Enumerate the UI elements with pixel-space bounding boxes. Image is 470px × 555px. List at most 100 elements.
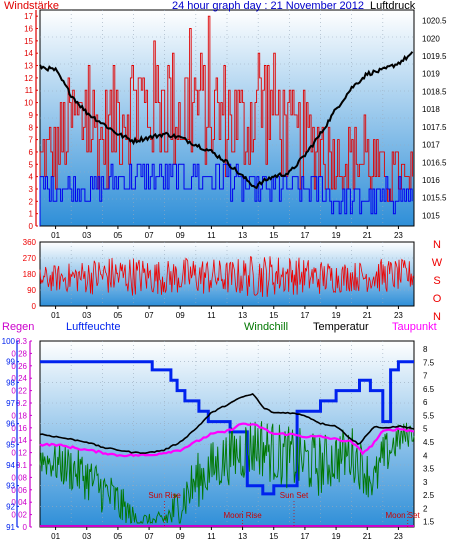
y-tick-label: 97 bbox=[6, 399, 15, 408]
x-tick-label: 17 bbox=[300, 532, 309, 541]
dewpoint-series-line bbox=[39, 422, 415, 458]
y-tick-label: 7.5 bbox=[423, 358, 435, 367]
y-tick-label: 0 bbox=[29, 222, 34, 231]
temperature-label: Temperatur bbox=[313, 321, 369, 333]
y-tick-label: 0 bbox=[23, 523, 28, 532]
y-tick-label: 14 bbox=[24, 49, 33, 58]
y-tick-label: 0.22 bbox=[11, 387, 27, 396]
x-tick-label: 13 bbox=[238, 311, 247, 320]
x-tick-label: 11 bbox=[207, 231, 216, 240]
y-tick-label: 7 bbox=[29, 136, 34, 145]
y-tick-label: 1 bbox=[29, 210, 34, 219]
x-tick-label: 23 bbox=[394, 532, 403, 541]
windchill-series-line bbox=[39, 421, 415, 525]
x-tick-label: 13 bbox=[238, 231, 247, 240]
x-tick-label: 23 bbox=[394, 311, 403, 320]
y-tick-label: 1017 bbox=[422, 141, 440, 150]
y-tick-label: 96 bbox=[6, 420, 15, 429]
compass-label: N bbox=[433, 239, 441, 251]
rain-label: Regen bbox=[2, 321, 34, 333]
x-tick-label: 05 bbox=[113, 311, 122, 320]
y-tick-label: 0.24 bbox=[11, 374, 27, 383]
y-tick-label: 11 bbox=[25, 86, 34, 95]
y-tick-label: 90 bbox=[27, 286, 36, 295]
x-tick-label: 15 bbox=[269, 532, 278, 541]
chart-title: 24 hour graph day : 21 November 2012 bbox=[172, 0, 364, 12]
x-tick-label: 21 bbox=[363, 532, 372, 541]
pressure-axis: 1015 1015.5 1016 1016.5 1017 1017.5 1018 1018.5… bbox=[422, 17, 447, 221]
y-tick-label: 1017.5 bbox=[422, 123, 447, 132]
y-tick-label: 0.26 bbox=[11, 362, 27, 371]
y-tick-label: 0.06 bbox=[11, 486, 27, 495]
wind-direction-series-line bbox=[39, 256, 415, 297]
y-tick-label: 4.5 bbox=[423, 438, 435, 447]
y-tick-label: 0.2 bbox=[16, 399, 28, 408]
temperature-series bbox=[39, 360, 415, 527]
y-tick-label: 3 bbox=[423, 478, 428, 487]
x-tick-label: 03 bbox=[82, 231, 91, 240]
compass-label: O bbox=[433, 293, 442, 305]
y-tick-label: 1.5 bbox=[423, 518, 435, 527]
wind-direction-axis: 0 90 180 270 360 bbox=[23, 238, 37, 311]
y-tick-label: 8 bbox=[423, 345, 428, 354]
y-tick-label: 2 bbox=[29, 197, 34, 206]
y-tick-label: 6 bbox=[423, 398, 428, 407]
wind-average-series-line bbox=[39, 163, 413, 226]
y-tick-label: 0.14 bbox=[11, 436, 27, 445]
y-tick-label: 100 bbox=[2, 337, 16, 346]
x-tick-label: 11 bbox=[207, 311, 216, 320]
x-tick-label: 11 bbox=[207, 532, 216, 541]
annotation-label: Moon Rise bbox=[223, 511, 262, 520]
y-tick-label: 6 bbox=[29, 148, 34, 157]
y-tick-label: 1015.5 bbox=[422, 194, 447, 203]
y-tick-label: 2 bbox=[423, 504, 428, 513]
y-tick-label: 92 bbox=[6, 502, 15, 511]
y-tick-label: 180 bbox=[23, 270, 37, 279]
y-tick-label: 0.04 bbox=[11, 498, 27, 507]
y-tick-label: 0.16 bbox=[11, 424, 27, 433]
x-tick-label: 19 bbox=[332, 532, 341, 541]
x-tick-label: 17 bbox=[300, 311, 309, 320]
wind-direction-series bbox=[39, 256, 415, 297]
x-tick-label: 07 bbox=[145, 231, 154, 240]
compass-label: S bbox=[433, 275, 440, 287]
x-tick-label: 01 bbox=[51, 311, 60, 320]
y-tick-label: 1019.5 bbox=[422, 52, 447, 61]
x-tick-label: 21 bbox=[363, 311, 372, 320]
annotation-label: Sun Rise bbox=[148, 491, 181, 500]
y-tick-label: 4 bbox=[29, 173, 34, 182]
rain-axis: 0 0.02 0.04 0.06 0.08 0.1 0.12 0.14 0.16 0.18 0.2 0… bbox=[11, 337, 32, 532]
y-tick-label: 0.08 bbox=[11, 473, 27, 482]
y-tick-label: 1018 bbox=[422, 105, 440, 114]
y-tick-label: 0.3 bbox=[16, 337, 28, 346]
astronomy-annotations: Sun Rise Moon Rise Sun Set Moon Set bbox=[148, 491, 421, 527]
temperature-time-axis: 01 03 05 07 09 11 13 15 17 19 21 23 bbox=[51, 527, 403, 541]
x-tick-label: 01 bbox=[51, 532, 60, 541]
wind-pressure-grid bbox=[40, 10, 414, 226]
temperature-axis: 1.5 2 2.5 3 3.5 4 4.5 5 5.5 6 6.5 7 7.5 8 bbox=[423, 345, 435, 527]
y-tick-label: 1020.5 bbox=[422, 17, 447, 26]
x-tick-label: 23 bbox=[394, 231, 403, 240]
y-tick-label: 98 bbox=[6, 378, 15, 387]
x-tick-label: 19 bbox=[332, 231, 341, 240]
y-tick-label: 5 bbox=[29, 160, 34, 169]
y-tick-label: 8 bbox=[29, 123, 34, 132]
temperature-series-line bbox=[39, 393, 415, 455]
y-tick-label: 1015 bbox=[422, 211, 440, 220]
x-tick-label: 15 bbox=[269, 311, 278, 320]
y-tick-label: 1018.5 bbox=[422, 87, 447, 96]
x-tick-label: 13 bbox=[238, 532, 247, 541]
compass-label: N bbox=[433, 311, 441, 323]
x-tick-label: 19 bbox=[332, 311, 341, 320]
y-tick-label: 4 bbox=[423, 451, 428, 460]
y-tick-label: 0 bbox=[32, 302, 37, 311]
x-tick-label: 05 bbox=[113, 532, 122, 541]
y-tick-label: 3.5 bbox=[423, 465, 435, 474]
annotation-label: Sun Set bbox=[280, 491, 309, 500]
y-tick-label: 2.5 bbox=[423, 491, 435, 500]
wind-speed-axis-label: Windstärke bbox=[4, 0, 59, 12]
